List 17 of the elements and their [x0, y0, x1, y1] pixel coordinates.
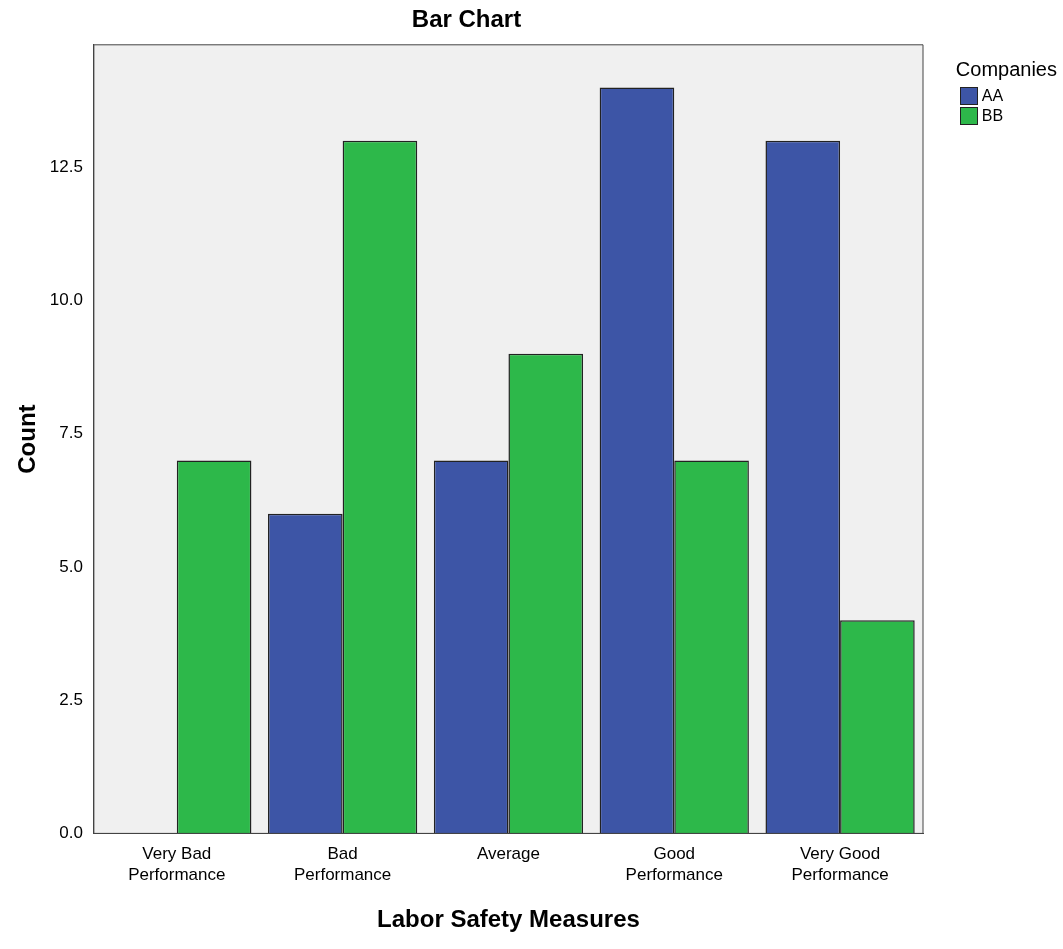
y-tick-label: 7.5: [59, 423, 83, 443]
y-tick-label: 12.5: [49, 157, 83, 177]
x-tick-label: Very Bad Performance: [128, 844, 226, 884]
x-tick-label: Average: [476, 844, 540, 864]
chart-title: Bar Chart: [411, 5, 522, 33]
legend-label: AA: [981, 87, 1004, 105]
y-axis-title: Count: [13, 404, 41, 474]
x-axis-title: Labor Safety Measures: [377, 905, 640, 933]
y-tick-label: 2.5: [59, 689, 83, 709]
legend-label: BB: [981, 107, 1004, 125]
y-tick-label: 10.0: [49, 290, 83, 310]
legend-title: Companies: [955, 58, 1057, 81]
x-tick-label: Bad Performance: [293, 844, 392, 884]
x-tick-label: Very Good Performance: [791, 844, 889, 884]
y-tick-label: 0.0: [59, 823, 83, 843]
y-tick-label: 5.0: [59, 556, 83, 576]
x-tick-label: Good Performance: [625, 844, 723, 884]
